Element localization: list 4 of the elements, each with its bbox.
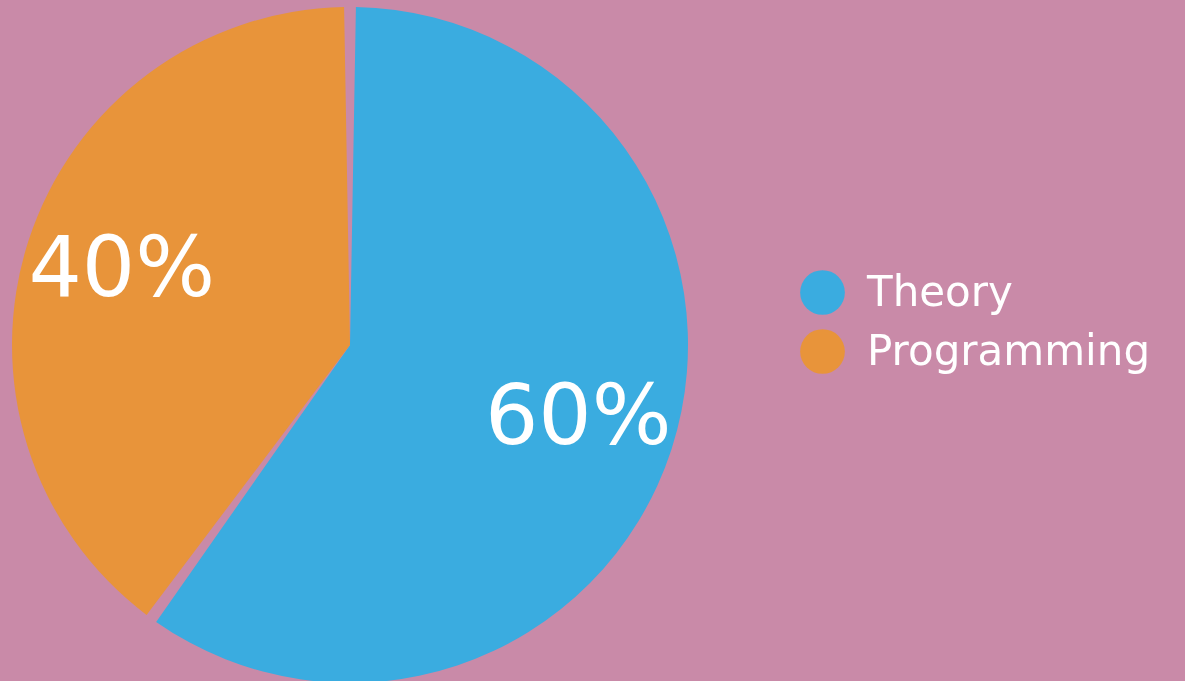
data-label: 40% [28, 217, 216, 316]
legend-label: Theory [866, 266, 1013, 316]
legend-label: Programming [867, 325, 1151, 375]
data-label: 60% [484, 366, 672, 465]
